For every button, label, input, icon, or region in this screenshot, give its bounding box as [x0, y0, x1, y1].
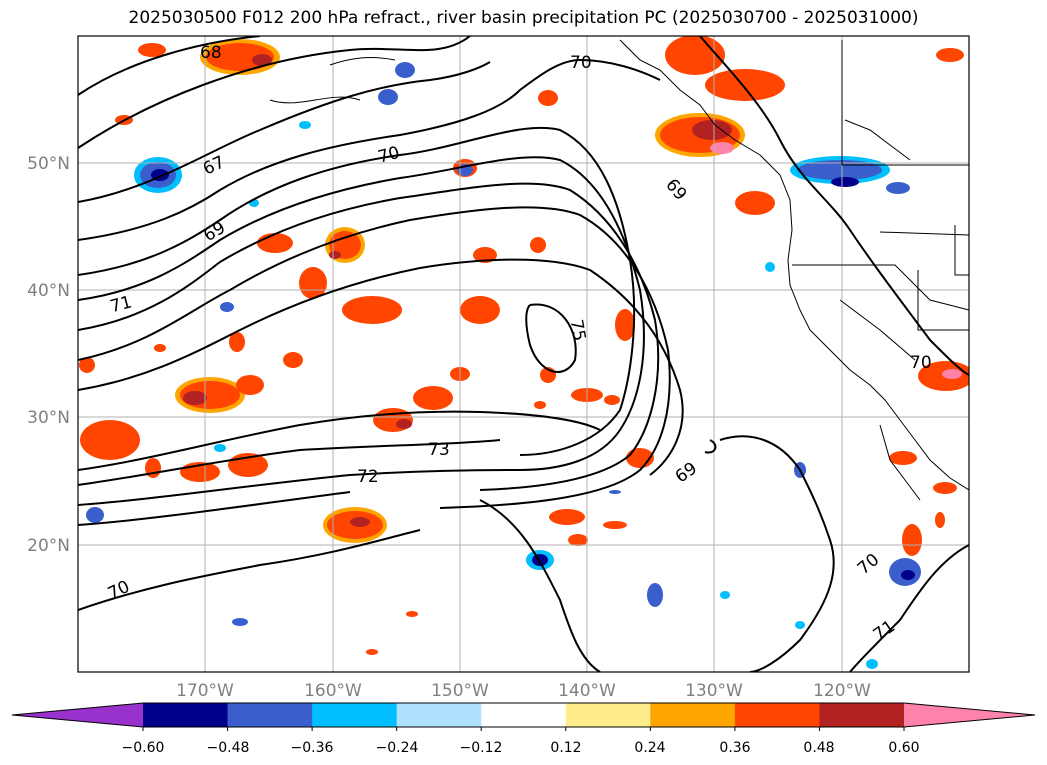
colorbar-extend-low — [12, 703, 143, 727]
colorbar-tick-label: 0.48 — [803, 740, 834, 756]
contour-label: 75 — [566, 318, 589, 343]
colorbar-segment — [396, 703, 482, 727]
lat-label: 20°N — [27, 536, 70, 556]
colorbar-tick-label: −0.24 — [376, 740, 419, 756]
contour-label: 68 — [200, 43, 222, 63]
contour-label: 73 — [428, 440, 450, 460]
lon-label: 150°W — [431, 681, 489, 701]
contour-label: 70 — [570, 53, 592, 73]
lon-label: 120°W — [813, 681, 871, 701]
lat-label: 30°N — [27, 408, 70, 428]
graticule — [78, 36, 969, 672]
colorbar-tick-labels: −0.60 −0.48 −0.36 −0.24 −0.12 0.12 0.24 … — [122, 740, 920, 756]
colorbar-segment — [565, 703, 651, 727]
colorbar-tick-label: −0.12 — [460, 740, 503, 756]
contour-label: 70 — [910, 353, 932, 373]
coastlines — [269, 39, 969, 501]
colorbar-segment — [819, 703, 905, 727]
colorbar-segment — [481, 703, 567, 727]
negative-anomaly-areas — [86, 62, 921, 669]
colorbar-segment — [734, 703, 820, 727]
plot-frame — [77, 35, 970, 673]
lon-label: 160°W — [304, 681, 362, 701]
longitude-labels: 170°W 160°W 150°W 140°W 130°W 120°W — [176, 681, 871, 701]
colorbar-tick-label: 0.12 — [550, 740, 581, 756]
colorbar-tick-label: 0.24 — [634, 740, 665, 756]
colorbar-tick-label: −0.36 — [291, 740, 334, 756]
colorbar-segment — [650, 703, 736, 727]
colorbar-extend-high — [904, 703, 1035, 727]
refractivity-contours — [78, 36, 969, 672]
colorbar — [11, 702, 1036, 731]
lon-label: 130°W — [685, 681, 743, 701]
map-plot-area: 68 67 69 71 70 70 69 75 73 72 69 70 70 7… — [78, 36, 969, 672]
colorbar-tick-label: 0.60 — [888, 740, 919, 756]
lat-label: 50°N — [27, 154, 70, 174]
lon-label: 140°W — [558, 681, 616, 701]
positive-anomaly-areas — [79, 36, 969, 655]
latitude-labels: 50°N 40°N 30°N 20°N — [27, 154, 70, 556]
colorbar-segment — [143, 703, 229, 727]
colorbar-tick-label: −0.48 — [207, 740, 250, 756]
colorbar-tick-label: 0.36 — [719, 740, 750, 756]
lat-label: 40°N — [27, 281, 70, 301]
contour-label: 72 — [357, 467, 379, 487]
colorbar-tick-label: −0.60 — [122, 740, 165, 756]
colorbar-segment — [227, 703, 313, 727]
lon-label: 170°W — [176, 681, 234, 701]
map-title: 2025030500 F012 200 hPa refract., river … — [128, 8, 919, 28]
colorbar-segment — [312, 703, 398, 727]
